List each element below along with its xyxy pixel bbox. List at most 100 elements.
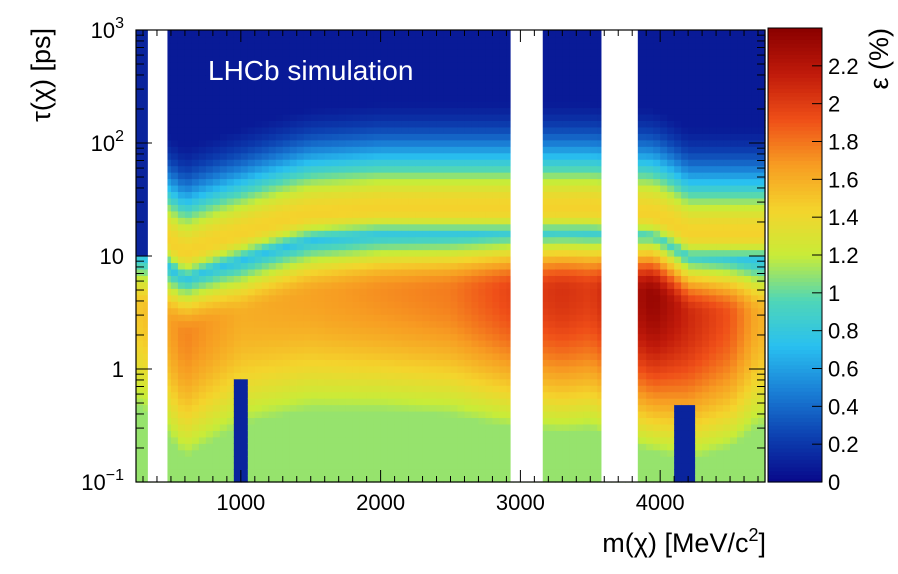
heatmap-cell (464, 49, 473, 57)
heatmap-cell (548, 430, 556, 438)
heatmap-cell (268, 139, 277, 147)
heatmap-cell (401, 217, 410, 225)
heatmap-cell (254, 30, 263, 38)
heatmap-cell (177, 223, 186, 231)
heatmap-cell (429, 249, 438, 257)
heatmap-cell (205, 436, 214, 444)
heatmap-cell (352, 346, 361, 354)
heatmap-cell (492, 417, 501, 425)
heatmap-cell (345, 320, 354, 328)
heatmap-cell (548, 75, 556, 83)
heatmap-cell (380, 469, 389, 477)
heatmap-cell (324, 294, 333, 302)
heatmap-cell (226, 456, 235, 464)
heatmap-cell (429, 133, 438, 141)
heatmap-cell (282, 243, 291, 251)
heatmap-cell (443, 262, 452, 270)
heatmap-cell (597, 178, 605, 186)
heatmap-cell (422, 197, 431, 205)
heatmap-cell (191, 88, 200, 96)
heatmap-cell (429, 443, 438, 451)
heatmap-cell (380, 385, 389, 393)
heatmap-cell (275, 249, 284, 257)
heatmap-cell (324, 55, 333, 63)
heatmap-cell (492, 36, 501, 44)
heatmap-cell (401, 307, 410, 315)
heatmap-cell (380, 327, 389, 335)
heatmap-cell (415, 223, 424, 231)
heatmap-cell (275, 210, 284, 218)
heatmap-cell (289, 55, 298, 63)
heatmap-cell (136, 436, 144, 444)
heatmap-cell (177, 236, 186, 244)
heatmap-cell (317, 75, 326, 83)
heatmap-cell (352, 469, 361, 477)
heatmap-cell (576, 288, 584, 296)
heatmap-cell (268, 204, 277, 212)
heatmap-cell (373, 243, 382, 251)
heatmap-cell (261, 55, 270, 63)
heatmap-cell (408, 42, 417, 50)
heatmap-cell (212, 327, 221, 335)
heatmap-cell (177, 462, 186, 470)
heatmap-cell (317, 423, 326, 431)
heatmap-cell (163, 456, 172, 464)
heatmap-cell (583, 42, 591, 50)
heatmap-cell (345, 359, 354, 367)
heatmap-cell (506, 365, 514, 373)
heatmap-cell (233, 120, 242, 128)
heatmap-cell (380, 256, 389, 264)
heatmap-cell (163, 75, 172, 83)
heatmap-cell (219, 320, 228, 328)
heatmap-cell (436, 333, 445, 341)
heatmap-cell (541, 36, 549, 44)
heatmap-cell (324, 172, 333, 180)
heatmap-cell (464, 88, 473, 96)
heatmap-cell (387, 223, 396, 231)
heatmap-cell (324, 146, 333, 154)
heatmap-cell (212, 172, 221, 180)
heatmap-cell (268, 30, 277, 38)
heatmap-cell (394, 352, 403, 360)
heatmap-cell (436, 385, 445, 393)
heatmap-cell (240, 172, 249, 180)
heatmap-cell (338, 333, 347, 341)
heatmap-cell (492, 120, 501, 128)
heatmap-cell (597, 217, 605, 225)
heatmap-cell (415, 475, 424, 483)
heatmap-cell (324, 417, 333, 425)
heatmap-cell (136, 81, 144, 89)
heatmap-cell (478, 88, 487, 96)
heatmap-cell (247, 165, 256, 173)
heatmap-cell (184, 55, 193, 63)
heatmap-cell (478, 417, 487, 425)
heatmap-cell (191, 430, 200, 438)
heatmap-cell (555, 249, 563, 257)
heatmap-cell (541, 75, 549, 83)
heatmap-cell (310, 178, 319, 186)
heatmap-cell (136, 256, 144, 264)
heatmap-cell (569, 197, 577, 205)
heatmap-cell (359, 191, 368, 199)
heatmap-cell (205, 88, 214, 96)
heatmap-cell (401, 243, 410, 251)
heatmap-cell (331, 385, 340, 393)
heatmap-cell (499, 314, 508, 322)
heatmap-cell (142, 262, 151, 270)
heatmap-cell (345, 391, 354, 399)
heatmap-cell (436, 378, 445, 386)
heatmap-cell (177, 133, 186, 141)
heatmap-cell (394, 456, 403, 464)
heatmap-cell (310, 42, 319, 50)
heatmap-cell (205, 191, 214, 199)
heatmap-cell (373, 120, 382, 128)
heatmap-cell (366, 410, 375, 419)
heatmap-cell (597, 133, 605, 141)
heatmap-cell (485, 404, 494, 412)
heatmap-cell (576, 475, 584, 483)
heatmap-cell (485, 88, 494, 96)
heatmap-cell (240, 320, 249, 328)
heatmap-cell (562, 126, 570, 134)
heatmap-cell (492, 94, 501, 102)
heatmap-cell (471, 197, 480, 205)
